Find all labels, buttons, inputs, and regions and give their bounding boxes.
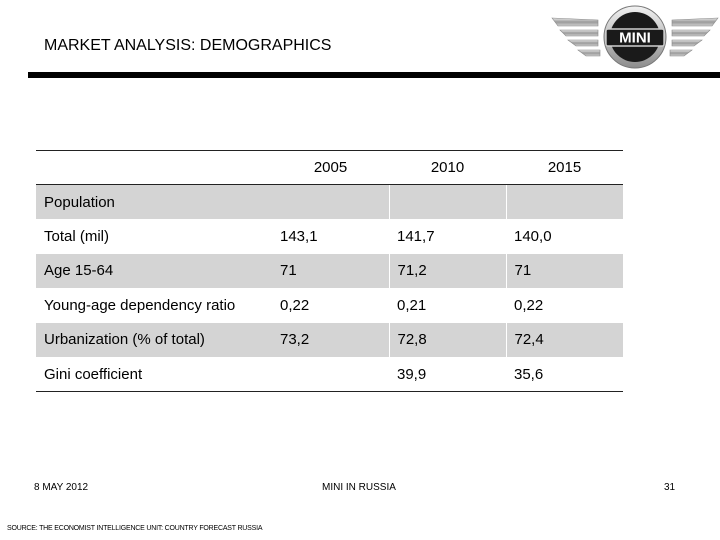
- table-row-total: Total (mil) 143,1 141,7 140,0: [36, 219, 623, 254]
- logo-text: MINI: [619, 30, 651, 47]
- demographics-table-container: 2005 2010 2015 Population Total (mil) 14…: [36, 150, 623, 392]
- table-row-dependency: Young-age dependency ratio 0,22 0,21 0,2…: [36, 288, 623, 323]
- table-header-row: 2005 2010 2015: [36, 150, 623, 185]
- row-label: Urbanization (% of total): [36, 322, 272, 357]
- cell-2010: 72,8: [388, 322, 506, 357]
- table-row-population: Population: [36, 184, 623, 219]
- cell-2015: 140,0: [514, 227, 552, 245]
- row-label: Population: [36, 184, 272, 219]
- row-label: Gini coefficient: [36, 357, 272, 392]
- cell-2005: 143,1: [280, 227, 318, 245]
- cell-2015: 72,4: [505, 322, 623, 357]
- cell-2005: 0,22: [280, 296, 310, 314]
- footer-center-text: MINI IN RUSSIA: [322, 482, 396, 493]
- cell-2015: 35,6: [506, 357, 623, 392]
- mini-logo: MINI: [551, 5, 719, 69]
- footer-source: SOURCE: THE ECONOMIST INTELLIGENCE UNIT:…: [7, 525, 263, 532]
- cell-2015: 0,22: [514, 296, 544, 314]
- header-2005: 2005: [272, 150, 389, 185]
- cell-2005: 73,2: [272, 322, 389, 357]
- cell-2010: 39,9: [389, 357, 506, 392]
- title-divider: [28, 72, 720, 78]
- page-number: 31: [664, 482, 676, 493]
- cell-2005: [272, 184, 389, 219]
- cell-2005: [272, 357, 389, 392]
- cell-2010: [388, 184, 506, 219]
- header-label-cell: [36, 150, 272, 185]
- row-label: Age 15-64: [36, 253, 272, 288]
- cell-2010: 0,21: [397, 296, 427, 314]
- demographics-table: 2005 2010 2015 Population Total (mil) 14…: [36, 150, 623, 392]
- cell-2005: 71: [272, 253, 389, 288]
- cell-2010: 71,2: [388, 253, 506, 288]
- cell-2015: 71: [505, 253, 623, 288]
- cell-2015: [505, 184, 623, 219]
- footer-date: 8 MAY 2012: [34, 482, 89, 493]
- slide-title: MARKET ANALYSIS: DEMOGRAPHICS: [44, 37, 332, 54]
- row-label: Young-age dependency ratio: [44, 296, 236, 314]
- header-2010: 2010: [389, 150, 506, 185]
- row-label: Total (mil): [44, 227, 110, 245]
- header-2015: 2015: [506, 150, 623, 185]
- table-row-gini: Gini coefficient 39,9 35,6: [36, 357, 623, 392]
- cell-2010: 141,7: [397, 227, 435, 245]
- table-row-urbanization: Urbanization (% of total) 73,2 72,8 72,4: [36, 322, 623, 357]
- table-row-age: Age 15-64 71 71,2 71: [36, 253, 623, 288]
